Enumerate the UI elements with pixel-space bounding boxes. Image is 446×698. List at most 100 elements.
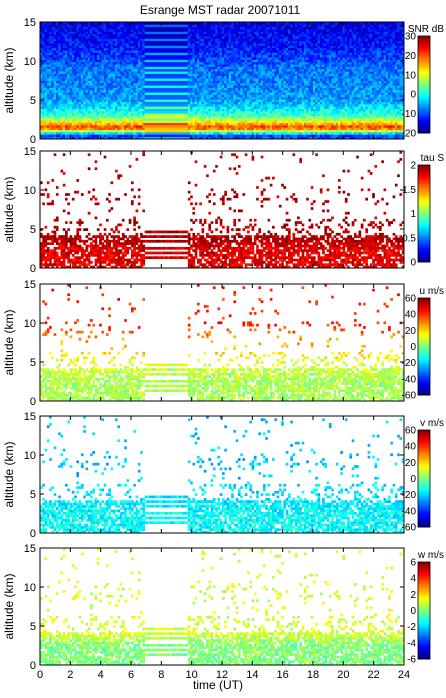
heatmap-cell [235, 89, 239, 93]
heatmap-cell [62, 52, 66, 56]
heatmap-cell [124, 101, 127, 105]
heatmap-cell [253, 47, 257, 51]
heatmap-cell [71, 129, 75, 133]
heatmap-cell [167, 80, 171, 84]
heatmap-cell [119, 22, 123, 25]
heatmap-cell [237, 82, 241, 86]
heatmap-cell [251, 101, 255, 105]
heatmap-cell [128, 92, 132, 95]
heatmap-cell [262, 134, 266, 138]
heatmap-cell [131, 82, 134, 86]
heatmap-cell [249, 89, 252, 93]
heatmap-cell [101, 127, 105, 131]
heatmap-cell [40, 29, 43, 32]
heatmap-cell [83, 117, 86, 121]
heatmap-cell [169, 61, 173, 65]
heatmap-cell [94, 52, 98, 56]
heatmap-cell [228, 61, 232, 65]
heatmap-cell [260, 87, 264, 91]
heatmap-cell [260, 103, 264, 107]
heatmap-cell [40, 71, 43, 74]
heatmap-cell [105, 64, 109, 67]
heatmap-cell [133, 108, 136, 112]
heatmap-cell [235, 26, 239, 30]
heatmap-cell [103, 75, 107, 79]
heatmap-cell [217, 38, 221, 42]
heatmap-cell [231, 87, 234, 91]
heatmap-cell [146, 136, 150, 139]
heatmap-cell [212, 45, 216, 49]
heatmap-cell [178, 26, 182, 30]
heatmap-cell [165, 75, 168, 79]
heatmap-cell [215, 71, 218, 74]
heatmap-cell [135, 52, 139, 56]
heatmap-cell [71, 120, 75, 124]
heatmap-cell [101, 33, 105, 37]
heatmap-cell [58, 50, 61, 53]
heatmap-cell [249, 59, 252, 63]
heatmap-cell [199, 52, 202, 56]
heatmap-cell [112, 22, 116, 25]
heatmap-cell [153, 31, 157, 35]
heatmap-cell [92, 134, 95, 138]
heatmap-cell [142, 31, 146, 35]
heatmap-cell [55, 38, 59, 42]
heatmap-cell [151, 80, 155, 84]
heatmap-cell [208, 33, 212, 37]
heatmap-cell [149, 117, 152, 121]
heatmap-cell [222, 33, 225, 37]
heatmap-cell [53, 64, 57, 67]
heatmap-cell [137, 131, 141, 135]
heatmap-cell [160, 117, 164, 121]
heatmap-cell [76, 103, 80, 107]
heatmap-cell [126, 134, 130, 138]
heatmap-cell [237, 31, 241, 35]
heatmap-cell [160, 26, 164, 30]
heatmap-cell [65, 117, 68, 121]
heatmap-cell [217, 99, 221, 102]
heatmap-cell [167, 54, 171, 58]
heatmap-cell [165, 101, 168, 105]
heatmap-cell [183, 40, 186, 44]
heatmap-cell [187, 92, 191, 95]
heatmap-cell [171, 38, 175, 42]
heatmap-cell [144, 29, 148, 32]
heatmap-cell [60, 108, 64, 112]
heatmap-cell [247, 120, 250, 124]
heatmap-cell [110, 57, 114, 60]
heatmap-cell [105, 50, 109, 53]
heatmap-cell [142, 64, 146, 67]
heatmap-cell [44, 92, 48, 95]
heatmap-cell [190, 75, 193, 79]
heatmap-cell [167, 68, 171, 72]
heatmap-cell [94, 94, 98, 98]
heatmap-cell [203, 40, 207, 44]
heatmap-cell [258, 110, 262, 114]
heatmap-cell [169, 22, 173, 25]
heatmap-cell [58, 75, 61, 79]
heatmap-cell [228, 108, 232, 112]
heatmap-cell [169, 101, 173, 105]
heatmap-cell [92, 96, 95, 100]
heatmap-cell [108, 108, 111, 112]
heatmap-cell [178, 64, 182, 67]
heatmap-cell [110, 29, 114, 32]
heatmap-cell [142, 59, 146, 63]
heatmap-cell [196, 99, 200, 102]
heatmap-cell [201, 31, 205, 35]
heatmap-cell [137, 85, 141, 88]
heatmap-cell [169, 64, 173, 67]
heatmap-cell [135, 71, 139, 74]
heatmap-cell [208, 73, 212, 77]
heatmap-cell [160, 59, 164, 63]
heatmap-cell [40, 73, 43, 77]
heatmap-cell [149, 94, 152, 98]
heatmap-cell [131, 29, 134, 32]
heatmap-cell [235, 50, 239, 53]
heatmap-cell [187, 64, 191, 67]
heatmap-cell [92, 24, 95, 28]
heatmap-cell [192, 96, 196, 100]
heatmap-cell [67, 75, 70, 79]
heatmap-cell [235, 22, 239, 25]
heatmap-cell [201, 115, 205, 119]
